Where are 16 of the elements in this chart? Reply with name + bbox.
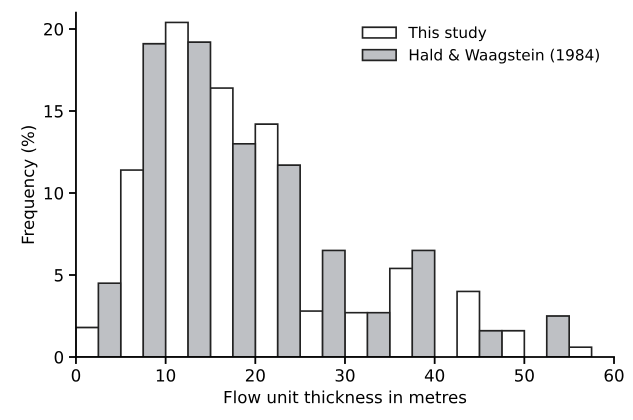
y-tick-label: 15 [44, 105, 63, 118]
y-tick-label: 0 [54, 350, 64, 364]
legend-label: Hald & Waagstein (1984) [410, 48, 599, 64]
x-tick-label: 40 [424, 369, 444, 382]
x-tick-label: 30 [336, 369, 354, 382]
y-tick-label: 20 [44, 22, 64, 36]
x-tick-label: 10 [156, 369, 176, 382]
legend-label: This study [408, 26, 486, 42]
y-axis-title: Frequency (%) [21, 126, 38, 244]
y-tick-label: 5 [54, 269, 63, 282]
x-tick-label: 20 [246, 369, 265, 382]
x-axis-title: Flow unit thickness in metres [224, 390, 466, 404]
y-tick-label: 10 [44, 186, 64, 200]
x-tick-label: 0 [72, 369, 80, 382]
x-tick-label: 60 [604, 369, 624, 382]
x-tick-label: 50 [515, 369, 534, 382]
